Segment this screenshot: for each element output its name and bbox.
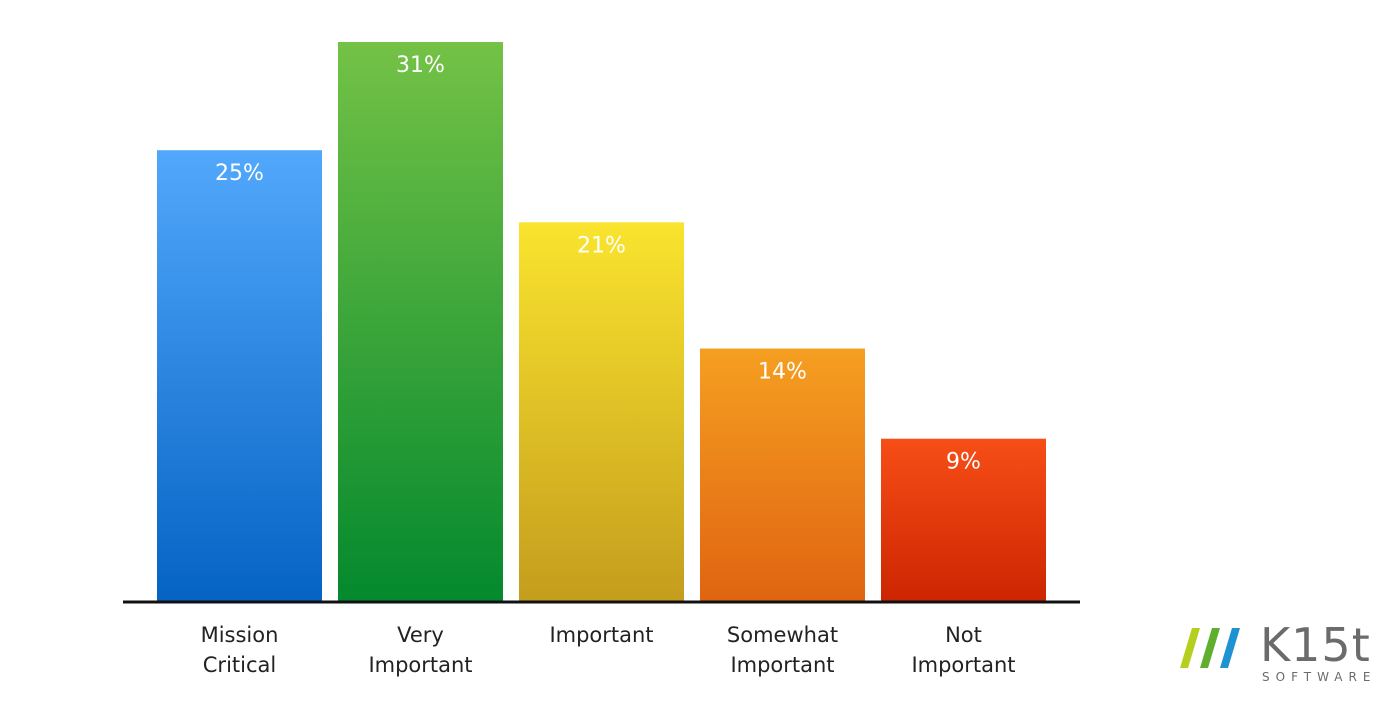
category-label: Very Important [368,623,472,677]
slashes-icon [1180,628,1240,668]
bar-value-label: 9% [946,450,981,475]
logo-slash [1200,628,1220,668]
bar [519,222,684,602]
bar-value-label: 21% [577,233,626,258]
bar [338,42,503,601]
category-label: Mission Critical [201,623,279,677]
logo-sub-text: SOFTWARE [1262,670,1377,684]
logo-brand-text: K15t [1260,618,1371,672]
bar [700,348,865,601]
bar-value-label: 31% [396,53,445,78]
category-label: Important [549,623,653,647]
bars-group: 25% 31% 21% 14% 9% [157,42,1046,602]
bar-value-label: 14% [758,360,807,385]
category-label: Somewhat Important [727,623,838,677]
logo-slash [1180,628,1200,668]
category-label: Not Important [911,623,1015,677]
category-labels-group: Mission Critical Very Important Important Som… [201,623,1016,677]
bar-value-label: 25% [215,161,264,186]
k15t-logo: K15t SOFTWARE [1180,618,1370,688]
logo-slash [1220,628,1240,668]
bar [157,150,322,601]
bar [881,438,1046,601]
